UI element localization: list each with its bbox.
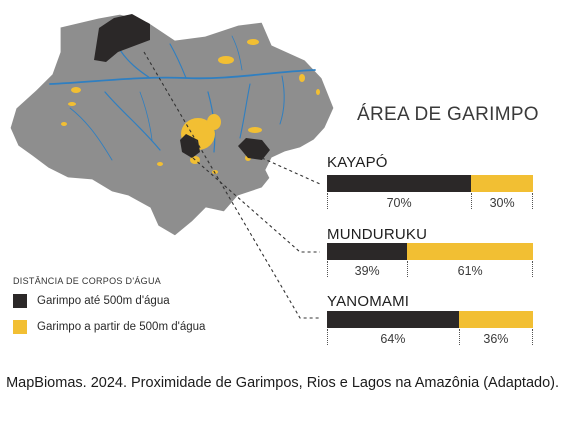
bar-tick — [532, 193, 533, 209]
legend-swatch-yellow — [13, 320, 27, 334]
legend-label: Garimpo a partir de 500m d'água — [37, 321, 206, 333]
legend-title: DISTÂNCIA DE CORPOS D'ÁGUA — [13, 276, 162, 286]
leader-lines — [143, 51, 321, 319]
munduruku-territory — [180, 134, 200, 158]
bar-tick — [327, 329, 328, 345]
chart-title: ÁREA DE GARIMPO — [357, 104, 539, 125]
kayapo-territory — [238, 138, 270, 160]
legend-label: Garimpo até 500m d'água — [37, 295, 170, 307]
bar-tick — [532, 261, 533, 277]
bar-kayapo — [327, 175, 533, 192]
legend-item-near-water: Garimpo até 500m d'água — [13, 294, 170, 308]
bar-tick — [327, 261, 328, 277]
bar-segment-near-water — [327, 175, 472, 192]
category-label-kayapo: KAYAPÓ — [327, 154, 388, 171]
bar-tick — [471, 193, 473, 209]
bar-segment-far-water — [471, 175, 533, 192]
source-caption: MapBiomas. 2024. Proximidade de Garimpos… — [6, 375, 559, 391]
bar-segment-far-water — [458, 311, 533, 328]
value-label: 64% — [380, 332, 406, 346]
mining-figure: ÁREA DE GARIMPO KAYAPÓ 70% 30% MUNDURUKU… — [9, 13, 539, 346]
value-label: 70% — [386, 196, 412, 210]
bar-segment-near-water — [327, 243, 408, 260]
bar-tick — [458, 329, 460, 345]
category-label-yanomami: YANOMAMI — [327, 293, 410, 310]
legend-item-far-water: Garimpo a partir de 500m d'água — [13, 320, 205, 334]
category-label-munduruku: MUNDURUKU — [327, 226, 428, 243]
amazon-map — [9, 13, 335, 319]
value-label: 36% — [483, 332, 509, 346]
value-label: 39% — [354, 264, 380, 278]
bar-yanomami — [327, 311, 533, 328]
bar-segment-near-water — [327, 311, 459, 328]
bar-tick — [327, 193, 328, 209]
bar-tick — [532, 329, 533, 345]
value-label: 30% — [489, 196, 515, 210]
yanomami-territory — [94, 14, 150, 62]
bar-segment-far-water — [407, 243, 533, 260]
bar-munduruku — [327, 243, 533, 260]
indigenous-territories — [94, 14, 270, 160]
value-label: 61% — [457, 264, 483, 278]
amazon-region — [9, 13, 335, 237]
legend-swatch-dark — [13, 294, 27, 308]
bar-tick — [407, 261, 409, 277]
rivers — [49, 35, 316, 161]
